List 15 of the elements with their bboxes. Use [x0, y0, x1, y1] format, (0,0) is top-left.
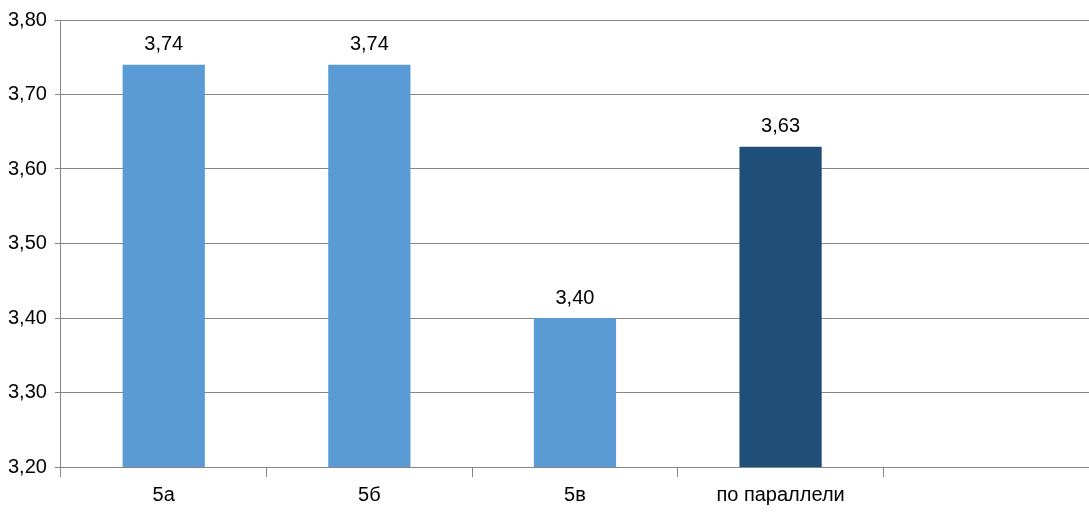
data-label: 3,74: [349, 32, 389, 55]
x-tick-label: 5б: [358, 482, 381, 505]
y-tick-label: 3,80: [7, 7, 47, 30]
y-tick-label: 3,30: [7, 380, 47, 403]
y-tick-label: 3,40: [7, 305, 47, 328]
y-tick-label: 3,20: [7, 454, 47, 477]
x-tick-label: по параллели: [716, 482, 845, 505]
x-tick-label: 5в: [564, 482, 586, 505]
data-label: 3,63: [761, 114, 801, 137]
x-tick-label: 5а: [152, 482, 176, 505]
y-tick-label: 3,70: [7, 82, 47, 105]
data-label: 3,40: [555, 285, 595, 308]
data-label: 3,74: [144, 32, 184, 55]
y-tick-label: 3,50: [7, 231, 47, 254]
y-tick-label: 3,60: [7, 156, 47, 179]
